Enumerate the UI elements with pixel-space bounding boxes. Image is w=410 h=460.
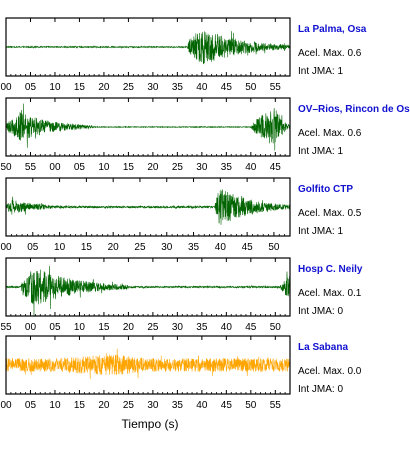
tick-label: 20 (108, 242, 120, 253)
accel-max-label: Acel. Max. 0.5 (298, 208, 362, 219)
jma-intensity-label: Int JMA: 1 (298, 146, 343, 157)
jma-intensity-label: Int JMA: 1 (298, 66, 343, 77)
station-name: Hosp C. Neily (298, 264, 363, 275)
tick-label: 15 (98, 322, 110, 333)
tick-label: 45 (242, 242, 254, 253)
tick-label: 55 (25, 162, 37, 173)
tick-label: 20 (147, 162, 159, 173)
tick-label: 50 (245, 82, 257, 93)
tick-label: 00 (0, 242, 12, 253)
tick-label: 00 (49, 162, 61, 173)
tick-label: 40 (245, 162, 257, 173)
tick-label: 35 (172, 400, 184, 411)
panel-2: 00 05 10 15 20 25 30 35 40 45 50 Golfito CTP Acel. M… (0, 177, 362, 253)
tick-label: 20 (98, 82, 110, 93)
panel-4: 00 05 10 15 20 25 30 35 40 45 50 55 La Sabana Acel. M… (0, 335, 362, 411)
tick-label: 10 (49, 400, 61, 411)
tick-label: 05 (74, 162, 86, 173)
plot-frame (5, 177, 291, 237)
tick-label: 50 (245, 400, 257, 411)
tick-label: 00 (0, 400, 12, 411)
waveform-trace (6, 348, 290, 379)
tick-label: 25 (123, 400, 135, 411)
accel-max-label: Acel. Max. 0.0 (298, 366, 362, 377)
tick-label: 35 (172, 82, 184, 93)
tick-label: 25 (123, 82, 135, 93)
tick-label: 40 (196, 400, 208, 411)
tick-label: 10 (49, 82, 61, 93)
tick-label: 30 (147, 400, 159, 411)
panel-1: 50 55 00 05 10 15 20 25 30 35 40 45 OV–Rios, Rincon … (0, 97, 410, 173)
tick-label: 10 (54, 242, 66, 253)
accel-max-label: Acel. Max. 0.6 (298, 128, 362, 139)
tick-label: 10 (98, 162, 110, 173)
tick-label: 55 (0, 322, 12, 333)
tick-label: 55 (270, 82, 282, 93)
panel-0: 00 05 10 15 20 25 30 35 40 45 50 55 La Palma, Osa Ace… (0, 17, 367, 93)
jma-intensity-label: Int JMA: 0 (298, 306, 343, 317)
tick-label: 05 (27, 242, 39, 253)
tick-label: 20 (123, 322, 135, 333)
tick-label: 15 (74, 82, 86, 93)
accel-max-label: Acel. Max. 0.6 (298, 48, 362, 59)
tick-label: 15 (74, 400, 86, 411)
x-axis-label: Tiempo (s) (122, 417, 179, 431)
tick-label: 25 (147, 322, 159, 333)
tick-label: 00 (0, 82, 12, 93)
tick-label: 30 (161, 242, 173, 253)
tick-label: 50 (268, 242, 280, 253)
jma-intensity-label: Int JMA: 1 (298, 226, 343, 237)
tick-label: 45 (221, 82, 233, 93)
station-name: OV–Rios, Rincon de Os (298, 104, 410, 115)
tick-label: 50 (270, 322, 282, 333)
tick-label: 10 (74, 322, 86, 333)
tick-label: 50 (0, 162, 12, 173)
tick-label: 40 (196, 82, 208, 93)
station-name: La Palma, Osa (298, 24, 367, 35)
waveform-trace (6, 266, 290, 316)
accel-max-label: Acel. Max. 0.1 (298, 288, 362, 299)
tick-label: 05 (25, 82, 37, 93)
jma-intensity-label: Int JMA: 0 (298, 384, 343, 395)
tick-label: 05 (25, 400, 37, 411)
tick-label: 35 (188, 242, 200, 253)
station-name: Golfito CTP (298, 184, 353, 195)
tick-label: 40 (215, 242, 227, 253)
waveform-trace (6, 189, 290, 225)
tick-label: 25 (134, 242, 146, 253)
tick-label: 40 (221, 322, 233, 333)
waveform-trace (6, 103, 290, 151)
tick-label: 05 (49, 322, 61, 333)
tick-label: 30 (196, 162, 208, 173)
tick-label: 30 (172, 322, 184, 333)
tick-label: 35 (196, 322, 208, 333)
tick-label: 25 (172, 162, 184, 173)
tick-label: 45 (221, 400, 233, 411)
tick-label: 55 (270, 400, 282, 411)
tick-label: 15 (81, 242, 93, 253)
tick-label: 45 (245, 322, 257, 333)
tick-label: 00 (25, 322, 37, 333)
tick-label: 30 (147, 82, 159, 93)
station-name: La Sabana (298, 342, 348, 353)
waveform-trace (6, 31, 290, 65)
tick-label: 45 (270, 162, 282, 173)
panel-3: 55 00 05 10 15 20 25 30 35 40 45 50 Hosp C. Neily Ace… (0, 257, 363, 333)
tick-label: 20 (98, 400, 110, 411)
tick-label: 35 (221, 162, 233, 173)
tick-label: 15 (123, 162, 135, 173)
